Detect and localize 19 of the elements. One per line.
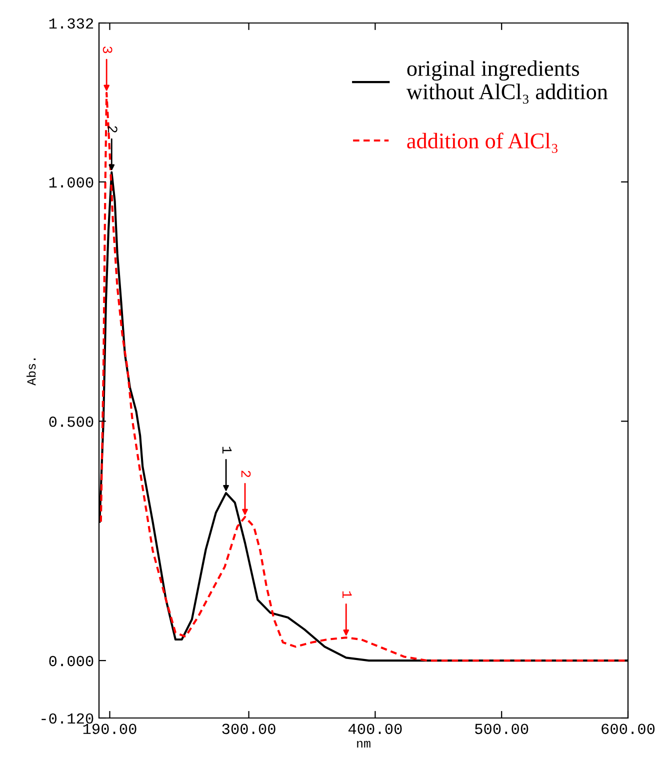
x-tick-label: 300.00 — [222, 724, 276, 734]
y-tick-label: 1.332 — [49, 18, 94, 29]
legend-label: original ingredients without AlCl₃ addition — [406, 60, 608, 104]
annotation: 1 — [342, 591, 352, 598]
y-tick-label: -0.120 — [42, 713, 94, 724]
annotation: 2 — [108, 126, 118, 132]
y-tick-label: 1.000 — [49, 177, 94, 188]
x-axis-title: nm — [357, 740, 370, 748]
x-tick-label: 400.00 — [348, 724, 402, 734]
x-tick-label: 600.00 — [602, 724, 655, 734]
y-axis-title: Abs. — [26, 358, 36, 386]
annotation: 2 — [241, 470, 251, 478]
y-tick-label: 0.000 — [49, 656, 94, 666]
x-tick-label: 190.00 — [83, 724, 136, 734]
x-tick-label: 500.00 — [475, 724, 528, 734]
legend-label: addition of AlCl₃ — [407, 132, 558, 153]
y-tick-label: 0.500 — [49, 416, 94, 427]
annotation: 1 — [222, 446, 232, 454]
annotation: 3 — [102, 46, 112, 54]
